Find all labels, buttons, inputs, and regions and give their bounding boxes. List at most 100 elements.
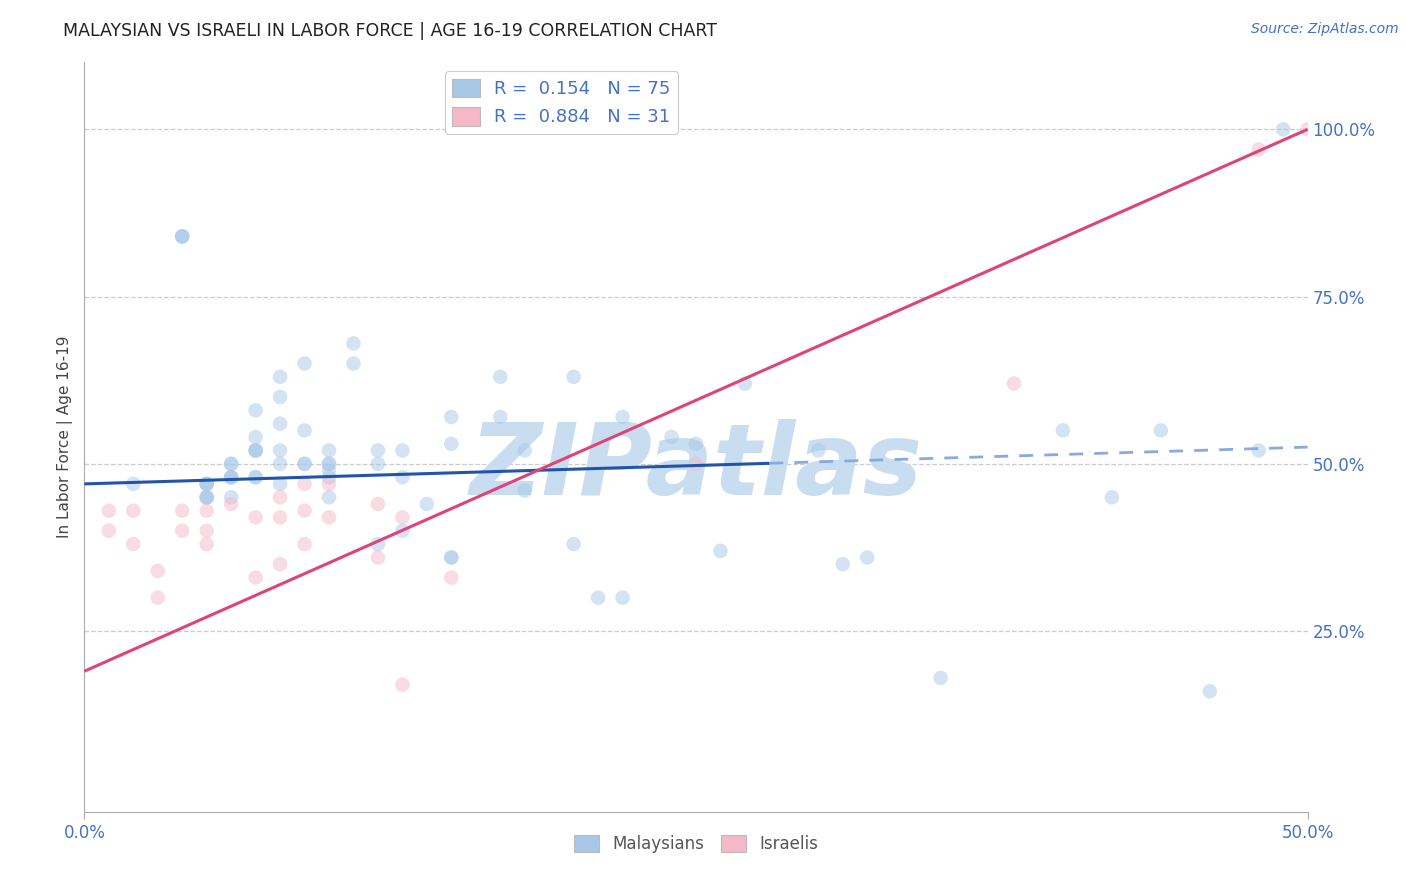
Point — [245, 430, 267, 444]
Point — [1002, 376, 1025, 391]
Point — [245, 443, 267, 458]
Point — [245, 571, 267, 585]
Point — [489, 410, 512, 425]
Point — [219, 491, 242, 505]
Point — [318, 470, 340, 484]
Point — [245, 403, 267, 417]
Point — [562, 537, 585, 551]
Point — [245, 443, 267, 458]
Point — [612, 410, 634, 425]
Point — [1296, 122, 1319, 136]
Point — [97, 503, 120, 517]
Point — [318, 457, 340, 471]
Point — [146, 591, 169, 605]
Point — [929, 671, 952, 685]
Point — [1198, 684, 1220, 698]
Point — [318, 443, 340, 458]
Point — [294, 424, 316, 438]
Point — [269, 457, 291, 471]
Legend: Malaysians, Israelis: Malaysians, Israelis — [567, 828, 825, 860]
Point — [612, 591, 634, 605]
Point — [562, 369, 585, 384]
Point — [1272, 122, 1295, 136]
Point — [391, 443, 413, 458]
Point — [219, 457, 242, 471]
Point — [294, 503, 316, 517]
Point — [294, 356, 316, 371]
Point — [807, 443, 830, 458]
Point — [219, 470, 242, 484]
Point — [661, 430, 683, 444]
Text: ZIPatlas: ZIPatlas — [470, 418, 922, 516]
Point — [342, 336, 364, 351]
Point — [685, 437, 707, 451]
Point — [122, 537, 145, 551]
Point — [318, 510, 340, 524]
Point — [172, 503, 194, 517]
Point — [440, 437, 463, 451]
Point — [172, 524, 194, 538]
Point — [195, 524, 218, 538]
Point — [195, 503, 218, 517]
Point — [269, 390, 291, 404]
Point — [1150, 424, 1173, 438]
Point — [709, 544, 731, 558]
Point — [440, 550, 463, 565]
Point — [294, 457, 316, 471]
Point — [294, 457, 316, 471]
Point — [1247, 443, 1270, 458]
Y-axis label: In Labor Force | Age 16-19: In Labor Force | Age 16-19 — [58, 335, 73, 539]
Point — [391, 524, 413, 538]
Point — [195, 476, 218, 491]
Point — [318, 491, 340, 505]
Point — [1247, 143, 1270, 157]
Point — [195, 476, 218, 491]
Point — [1101, 491, 1123, 505]
Point — [342, 356, 364, 371]
Point — [172, 229, 194, 244]
Point — [391, 678, 413, 692]
Point — [269, 417, 291, 431]
Point — [245, 470, 267, 484]
Point — [367, 550, 389, 565]
Point — [856, 550, 879, 565]
Point — [122, 503, 145, 517]
Point — [172, 229, 194, 244]
Point — [269, 369, 291, 384]
Point — [219, 457, 242, 471]
Point — [146, 564, 169, 578]
Point — [367, 537, 389, 551]
Point — [367, 457, 389, 471]
Point — [269, 491, 291, 505]
Point — [195, 491, 218, 505]
Point — [269, 557, 291, 572]
Point — [685, 457, 707, 471]
Point — [367, 443, 389, 458]
Point — [219, 470, 242, 484]
Point — [294, 476, 316, 491]
Point — [245, 443, 267, 458]
Point — [245, 510, 267, 524]
Point — [318, 476, 340, 491]
Point — [245, 470, 267, 484]
Point — [318, 457, 340, 471]
Point — [440, 410, 463, 425]
Point — [195, 476, 218, 491]
Point — [294, 537, 316, 551]
Point — [391, 470, 413, 484]
Point — [734, 376, 756, 391]
Text: Source: ZipAtlas.com: Source: ZipAtlas.com — [1251, 22, 1399, 37]
Point — [416, 497, 439, 511]
Point — [586, 591, 609, 605]
Point — [219, 497, 242, 511]
Text: MALAYSIAN VS ISRAELI IN LABOR FORCE | AGE 16-19 CORRELATION CHART: MALAYSIAN VS ISRAELI IN LABOR FORCE | AG… — [63, 22, 717, 40]
Point — [195, 537, 218, 551]
Point — [318, 464, 340, 478]
Point — [440, 571, 463, 585]
Point — [1052, 424, 1074, 438]
Point — [440, 550, 463, 565]
Point — [172, 229, 194, 244]
Point — [195, 491, 218, 505]
Point — [269, 476, 291, 491]
Point — [489, 369, 512, 384]
